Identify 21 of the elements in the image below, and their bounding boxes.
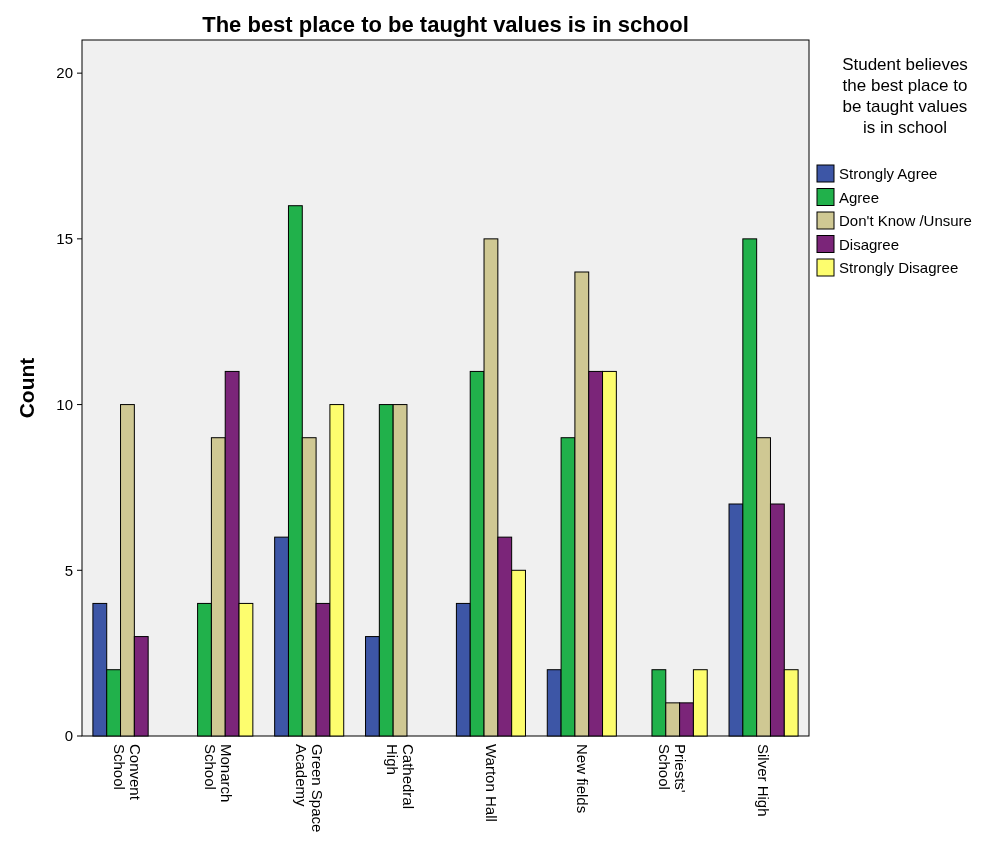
x-tick-label: Green Space Academy <box>292 744 326 833</box>
chart-title: The best place to be taught values is in school <box>202 12 689 37</box>
x-tick-label: Monarch School <box>202 744 236 803</box>
y-tick-label: 10 <box>56 395 73 413</box>
x-tick-label: Warton Hall <box>482 744 500 822</box>
legend-label: Don't Know /Unsure <box>839 212 972 230</box>
x-tick-label: New fields <box>573 744 591 814</box>
x-tick-label: Priests' School <box>656 744 690 793</box>
legend-label: Disagree <box>839 235 900 253</box>
y-tick-label: 15 <box>56 230 73 248</box>
legend-label: Strongly Agree <box>839 165 938 183</box>
legend-title: Student believes the best place to be taught values is in school <box>842 55 968 137</box>
y-tick-label: 20 <box>56 64 73 82</box>
x-tick-label: Convent School <box>111 744 145 801</box>
y-tick-label: 5 <box>64 561 73 579</box>
x-tick-label: Cathedral High <box>383 744 417 810</box>
legend-label: Agree <box>839 188 880 206</box>
y-tick-label: 0 <box>64 727 73 745</box>
y-axis-title: Count <box>15 357 38 419</box>
x-tick-label: Silver High <box>755 744 773 817</box>
legend-label: Strongly Disagree <box>839 259 959 277</box>
